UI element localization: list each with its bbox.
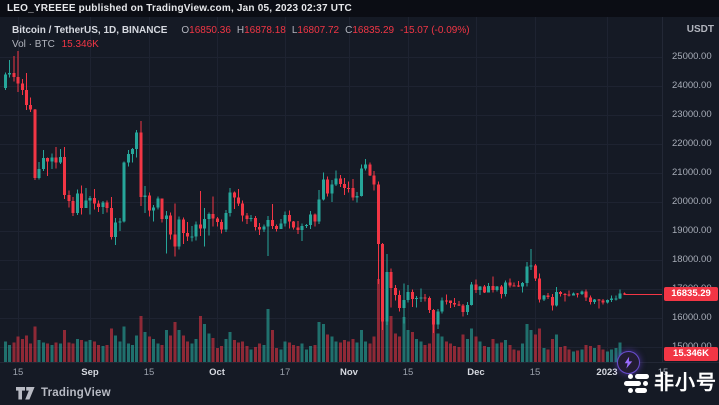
time-tick: 15 [529,367,541,378]
tradingview-brand-text[interactable]: TradingView [41,387,111,399]
time-tick: 15 [657,367,669,378]
time-tick: Nov [340,367,358,378]
time-tick: Dec [467,367,485,378]
low-label: L [291,25,298,36]
change-value: -15.07 (-0.09%) [400,25,470,36]
footer-bar: TradingView [0,381,719,405]
chart-pane[interactable]: Bitcoin / TetherUS, 1D, BINANCE O16850.36… [0,17,662,374]
last-price-label: 16835.29 [664,286,718,301]
price-tick: 15000.00 [663,341,719,353]
price-tick: 16000.00 [672,312,712,323]
price-chart-svg[interactable] [0,17,662,362]
time-axis[interactable]: 15 Sep 15 Oct 17 Nov 15 Dec 15 2023 15 [0,362,719,381]
close-value: 16835.29 [352,25,395,36]
volume-axis-label: 15.346K [664,347,718,361]
high-value: 16878.18 [244,25,286,36]
feixiaohao-logo-icon [624,373,649,393]
feixiaohao-brand-text: 非小号 [654,372,717,394]
tradingview-logo-icon[interactable] [16,386,35,400]
time-tick: 2023 [596,367,618,378]
lightning-icon [624,356,633,369]
open-label: O [181,25,190,36]
legend-row-symbol: Bitcoin / TetherUS, 1D, BINANCE O16850.36… [12,24,470,38]
high-label: H [236,25,245,36]
price-tick: 20000.00 [672,196,712,207]
publish-bar[interactable]: LEO_YREEEE published on TradingView.com,… [0,0,719,17]
price-axis[interactable]: USDT 16835.29 15.346K 25000.00 24000.00 23… [662,17,719,362]
price-tick: 25000.00 [672,51,712,62]
time-tick: Oct [209,367,225,378]
low-value: 16807.72 [297,25,340,36]
publish-text: LEO_YREEEE published on TradingView.com,… [7,3,352,14]
quote-currency-label: USDT [686,24,714,35]
price-tick: 24000.00 [672,80,712,91]
close-label: C [345,25,353,36]
price-tick: 23000.00 [672,109,712,120]
time-tick: 15 [12,367,24,378]
price-tick: 21000.00 [672,167,712,178]
legend-row-volume: Vol · BTC 15.346K [12,38,470,52]
open-value: 16850.36 [189,25,231,36]
price-tick: 18000.00 [672,254,712,265]
time-tick: 15 [143,367,155,378]
symbol-title: Bitcoin / TetherUS, 1D, BINANCE [12,25,168,36]
volume-label: Vol · BTC [12,39,55,50]
price-tick: 22000.00 [672,138,712,149]
time-tick: 17 [279,367,291,378]
time-tick: 15 [402,367,414,378]
chart-legend[interactable]: Bitcoin / TetherUS, 1D, BINANCE O16850.36… [12,24,470,52]
volume-value: 15.346K [61,39,99,50]
time-tick: Sep [81,367,99,378]
feixiaohao-watermark[interactable]: 非小号 [624,371,717,395]
price-tick: 19000.00 [672,225,712,236]
